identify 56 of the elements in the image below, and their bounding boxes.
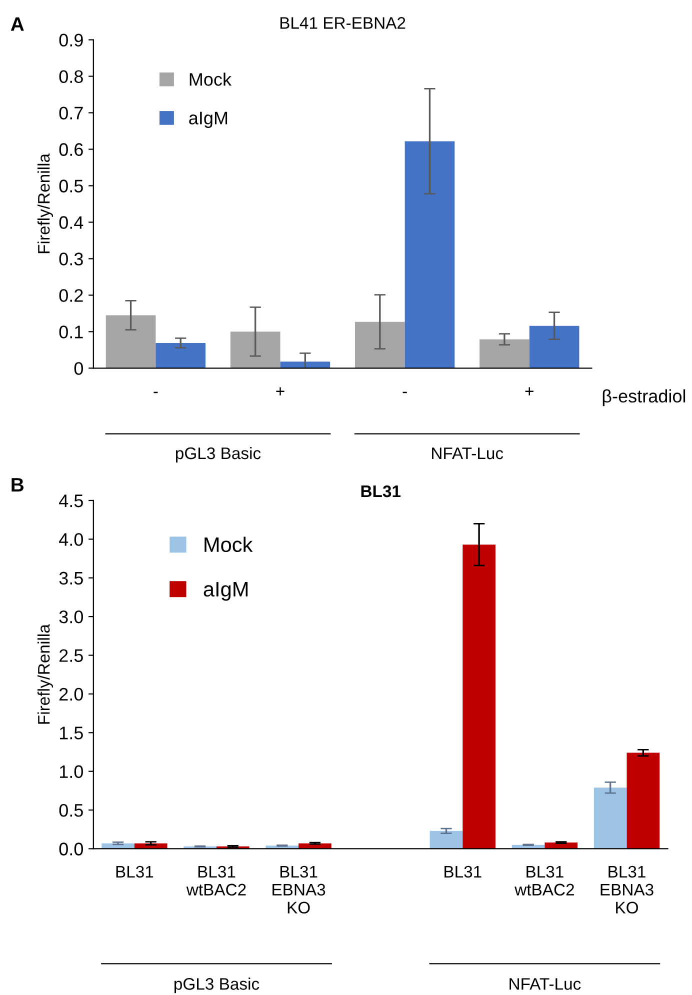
text: NFAT-Luc [432, 448, 504, 460]
y-tick-label: 0.6 [59, 143, 83, 156]
text: B [12, 478, 24, 492]
x-tick-label: BL31 wtBAC2 [514, 866, 574, 896]
x-tick-label: BL31 EBNA3 KO [600, 866, 654, 914]
y-tick-label: 0.1 [59, 326, 83, 338]
bar [529, 326, 580, 368]
x-tick-label: - [154, 392, 158, 394]
y-tick-label: 0 [74, 362, 83, 375]
y-tick-label: 0.3 [59, 252, 83, 266]
y-axis-title: Firefly/Renilla [38, 624, 54, 724]
y-tick-label: 0.4 [59, 216, 84, 229]
y-tick-label: 1.5 [60, 726, 83, 740]
text: β-estradiol [602, 389, 686, 406]
x-tick-label: BL31 EBNA3 KO [272, 866, 326, 914]
text: pGL3 Basic [176, 446, 261, 462]
y-tick-label: 2.5 [60, 649, 83, 662]
x-tick-label: - [402, 392, 407, 394]
bar [594, 788, 627, 849]
bar [480, 339, 530, 368]
bar [354, 322, 405, 368]
x-tick-label: + [525, 387, 534, 396]
x-tick-label: BL31 [444, 866, 482, 878]
y-tick-label: 0.9 [59, 34, 83, 47]
bar [156, 342, 206, 368]
bar [430, 830, 463, 849]
y-tick-label: 3.0 [59, 610, 83, 624]
x-tick-label: + [276, 387, 284, 396]
y-tick-label: 0.0 [59, 842, 83, 856]
bar [230, 332, 280, 368]
y-tick-label: 0.2 [59, 289, 83, 302]
text: NFAT-Luc [510, 978, 581, 990]
y-tick-label: 4.5 [59, 494, 83, 508]
y-tick-label: 0.5 [59, 180, 83, 192]
text: A [10, 17, 24, 31]
bar [106, 315, 156, 368]
legend-label: Mock [204, 536, 253, 552]
text: pGL3 Basic [174, 978, 260, 994]
legend-label: aIgM [189, 112, 228, 128]
legend-label: aIgM [204, 582, 248, 601]
y-axis-title: Firefly/Renilla [38, 154, 54, 254]
chart-title: BL41 ER-EBNA2 [280, 17, 406, 29]
y-tick-label: 1.0 [60, 765, 83, 778]
y-tick-label: 3.5 [59, 572, 83, 585]
bar [404, 141, 455, 368]
x-tick-label: BL31 [116, 866, 154, 878]
bar [626, 752, 660, 849]
legend-label: Mock [190, 72, 232, 86]
y-tick-label: 4.0 [59, 533, 83, 546]
chart-title: BL31 [361, 485, 401, 498]
y-tick-label: 0.5 [59, 804, 83, 817]
x-tick-label: BL31 wtBAC2 [186, 866, 246, 896]
y-tick-label: 0.8 [59, 70, 83, 84]
y-tick-label: 2.0 [60, 688, 83, 701]
y-tick-label: 0.7 [59, 106, 83, 120]
bar [462, 544, 496, 849]
